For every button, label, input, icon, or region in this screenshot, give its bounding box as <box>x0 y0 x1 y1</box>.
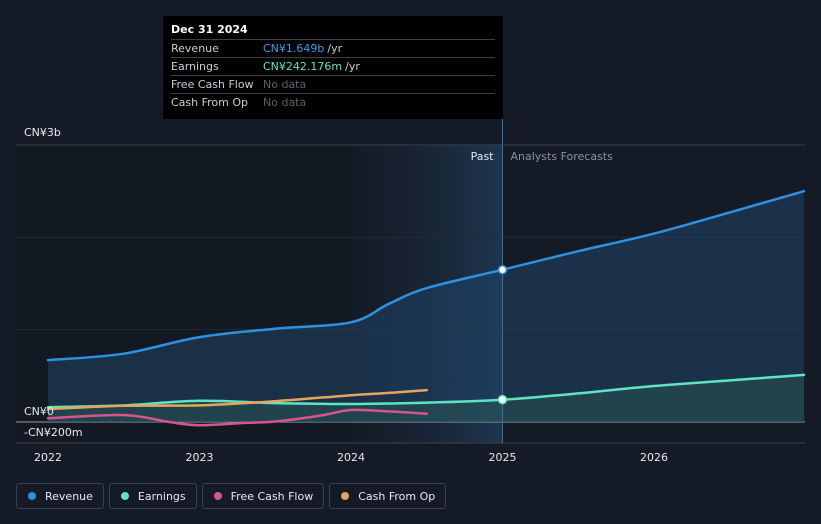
tooltip-row-cash-from-op: Cash From Op No data <box>171 93 495 111</box>
legend-dot-icon <box>28 492 36 500</box>
legend-item-cash-from-op[interactable]: Cash From Op <box>329 483 447 509</box>
revenue-line <box>46 189 806 362</box>
free-cash-flow-line <box>46 408 429 427</box>
tooltip-row-unit: /yr <box>327 42 343 55</box>
y-tick-label: CN¥0 <box>24 405 54 418</box>
y-tick-label: CN¥3b <box>24 126 61 139</box>
earnings-marker <box>497 394 508 405</box>
legend-label: Earnings <box>137 489 186 503</box>
tooltip-row-label: Revenue <box>171 42 219 55</box>
legend-dot-icon <box>341 492 350 500</box>
tooltip-row-value: No data <box>263 78 307 91</box>
legend-label: Free Cash Flow <box>230 489 314 503</box>
past-label: Past <box>471 150 495 163</box>
y-tick-label: -CN¥200m <box>24 426 83 439</box>
tooltip: Dec 31 2024 Revenue CN¥1.649b/yr Earnings C… <box>163 16 503 119</box>
earnings-line <box>46 373 806 409</box>
revenue-marker <box>497 264 508 275</box>
tooltip-row-earnings: Earnings CN¥242.176m/yr <box>171 57 495 75</box>
legend-dot-icon <box>213 492 222 500</box>
legend-dot-icon <box>120 492 129 500</box>
forecast-label: Analysts Forecasts <box>511 150 614 163</box>
x-tick-label: 2024 <box>337 451 365 464</box>
legend-label: Revenue <box>45 489 93 503</box>
cash-from-op-line <box>46 388 429 411</box>
x-tick-label: 2023 <box>186 451 214 464</box>
legend-item-free-cash-flow[interactable]: Free Cash Flow <box>201 483 325 509</box>
x-tick-label: 2025 <box>489 451 517 464</box>
tooltip-row-value: No data <box>263 96 307 109</box>
tooltip-date: Dec 31 2024 <box>171 23 248 36</box>
tooltip-row-free-cash-flow: Free Cash Flow No data <box>171 75 495 93</box>
revenue-area <box>48 191 804 422</box>
tooltip-row-unit: /yr <box>345 60 360 73</box>
tooltip-row-label: Earnings <box>171 60 219 73</box>
legend-label: Cash From Op <box>358 489 436 503</box>
legend-item-earnings[interactable]: Earnings <box>108 483 197 509</box>
tooltip-row-revenue: Revenue CN¥1.649b/yr <box>171 39 495 57</box>
x-tick-label: 2026 <box>640 451 668 464</box>
tooltip-row-value: CN¥1.649b <box>263 42 325 55</box>
legend-item-revenue[interactable]: Revenue <box>16 483 104 509</box>
legend: Revenue Earnings Free Cash Flow Cash From O… <box>16 483 447 511</box>
earnings-area <box>48 374 804 422</box>
tooltip-row-value: CN¥242.176m <box>263 60 343 73</box>
x-tick-label: 2022 <box>34 451 62 464</box>
tooltip-row-label: Cash From Op <box>171 96 249 109</box>
tooltip-row-label: Free Cash Flow <box>171 78 254 91</box>
